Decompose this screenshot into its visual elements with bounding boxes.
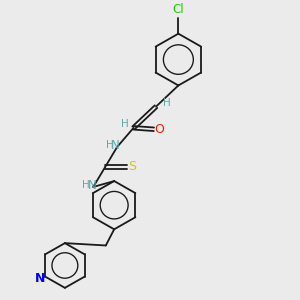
Text: N: N	[111, 139, 120, 152]
Text: O: O	[154, 123, 164, 136]
Text: H: H	[106, 140, 114, 151]
Text: N: N	[87, 179, 96, 192]
Text: H: H	[121, 119, 128, 129]
Text: N: N	[35, 272, 45, 285]
Text: H: H	[82, 181, 90, 190]
Text: H: H	[163, 98, 170, 108]
Text: Cl: Cl	[172, 3, 184, 16]
Text: S: S	[128, 160, 136, 173]
